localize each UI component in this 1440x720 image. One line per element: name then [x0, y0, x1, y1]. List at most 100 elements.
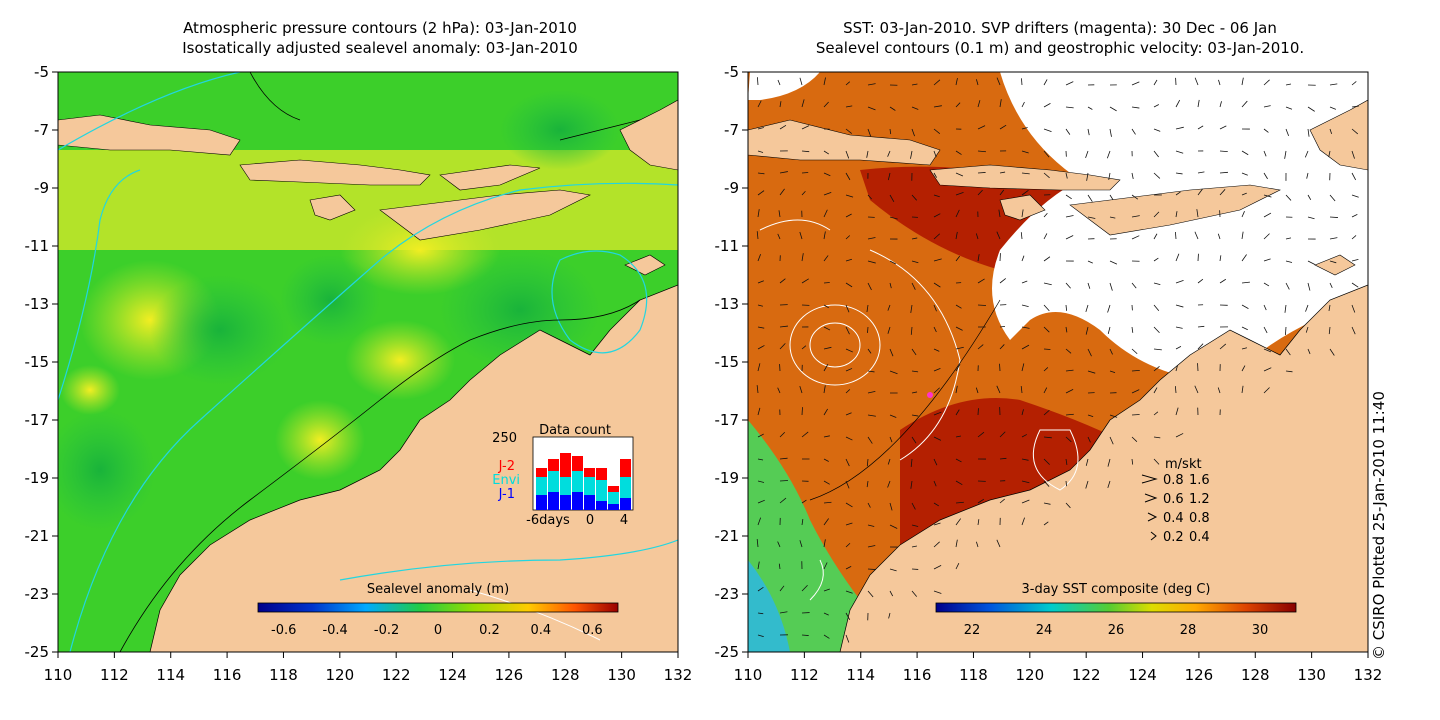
velocity-vector	[1065, 436, 1072, 443]
velocity-vector	[911, 237, 918, 240]
velocity-vector	[1285, 348, 1291, 356]
velocity-vector	[1175, 346, 1182, 350]
velocity-vector	[1153, 387, 1158, 394]
velocity-vector	[955, 191, 964, 196]
velocity-vector	[1086, 172, 1089, 181]
velocity-vector	[1351, 282, 1359, 288]
velocity-vector	[1328, 326, 1331, 335]
velocity-vector	[889, 524, 898, 529]
velocity-vector	[1021, 101, 1025, 108]
left-panel-title: Atmospheric pressure contours (2 hPa): 0…	[40, 18, 720, 58]
x-tick-label: 118	[269, 666, 298, 684]
velocity-vector	[1351, 172, 1357, 181]
new-guinea-coast	[1309, 99, 1368, 171]
velocity-vector	[1087, 414, 1094, 418]
velocity-vector	[845, 612, 851, 620]
velocity-vector	[845, 150, 850, 159]
left-title-line1: Atmospheric pressure contours (2 hPa): 0…	[183, 19, 577, 37]
y-tick-label: -19	[715, 469, 740, 487]
velocity-vector	[977, 150, 986, 153]
sla-high-anomaly	[275, 400, 365, 480]
sla-high-anomaly	[345, 320, 455, 400]
colorbar-tick-label: -0.6	[271, 623, 296, 638]
velocity-vector	[887, 480, 891, 488]
x-tick-label: 114	[846, 666, 875, 684]
velocity-vector	[1175, 211, 1178, 218]
velocity-vector	[1217, 233, 1221, 240]
velocity-vector	[823, 77, 826, 86]
velocity-vector	[1085, 150, 1089, 159]
velocity-vector	[1351, 150, 1355, 159]
sla-colorbar-label: Sealevel anomaly (m)	[367, 582, 509, 597]
velocity-vector	[999, 431, 1006, 438]
velocity-vector	[1043, 213, 1048, 218]
velocity-vector	[1175, 150, 1184, 154]
x-tick-label: 116	[903, 666, 932, 684]
velocity-vector	[887, 458, 891, 465]
velocity-vector	[1197, 125, 1204, 130]
count-bar-segment	[548, 459, 559, 471]
velocity-vector	[757, 304, 763, 307]
pressure-contour	[58, 169, 141, 401]
depth-contour	[559, 119, 641, 141]
velocity-vector	[933, 590, 942, 594]
velocity-vector	[1131, 106, 1140, 109]
velocity-vector	[933, 172, 937, 178]
velocity-vector	[955, 435, 962, 438]
legend-j2: J-2	[498, 459, 515, 474]
velocity-vector	[1263, 258, 1271, 262]
velocity-vector	[801, 253, 804, 262]
velocity-vector	[779, 124, 787, 130]
velocity-vector	[1328, 150, 1331, 158]
velocity-vector	[1043, 256, 1051, 262]
velocity-vector	[1329, 83, 1338, 86]
velocity-vector	[777, 387, 781, 394]
velocity-kt: 1.2	[1189, 492, 1210, 507]
nusa-tenggara-islands	[929, 164, 1121, 191]
velocity-vector	[1021, 172, 1030, 175]
y-tick-label: -23	[25, 585, 50, 603]
velocity-vector	[845, 542, 851, 548]
velocity-vector	[1109, 216, 1116, 219]
x-tick-label: 126	[495, 666, 524, 684]
velocity-vector	[845, 105, 853, 108]
velocity-vector	[823, 480, 830, 485]
velocity-vector	[1175, 191, 1181, 196]
sealevel-contour	[1032, 429, 1079, 491]
velocity-vector	[955, 326, 963, 331]
velocity-vector	[1109, 128, 1112, 137]
velocity-vector	[1175, 326, 1183, 329]
velocity-arrow-icon	[1144, 493, 1158, 503]
y-tick-label: -19	[25, 469, 50, 487]
velocity-vector	[1175, 231, 1177, 240]
colorbar-tick-label: -0.4	[322, 623, 347, 638]
sst-coolest-water	[748, 560, 790, 652]
velocity-vector	[757, 172, 765, 175]
velocity-vector	[1285, 194, 1292, 201]
x-tick-label: 126	[1185, 666, 1214, 684]
velocity-vector	[977, 172, 986, 174]
velocity-vector	[889, 216, 898, 220]
velocity-vector	[1043, 387, 1048, 394]
velocity-vector	[889, 436, 893, 443]
velocity-vector	[845, 368, 853, 372]
velocity-vector	[889, 414, 897, 418]
velocity-vector	[845, 81, 851, 86]
velocity-vector	[1263, 282, 1270, 287]
y-tick-label: -9	[724, 179, 739, 197]
velocity-kt: 0.4	[1189, 530, 1210, 545]
velocity-vector	[1043, 436, 1052, 439]
velocity-vector	[977, 189, 983, 196]
sst-cool-water	[748, 420, 860, 652]
velocity-vector	[845, 258, 853, 262]
y-tick-label: -25	[25, 643, 50, 661]
x-tick-label: 130	[607, 666, 636, 684]
velocity-vector	[933, 522, 941, 526]
velocity-vector	[1065, 413, 1074, 416]
velocity-vector	[845, 412, 852, 416]
velocity-vector	[757, 480, 765, 483]
pressure-contour	[551, 250, 648, 354]
velocity-vector	[801, 278, 809, 284]
velocity-vector	[1021, 344, 1030, 350]
velocity-vector	[955, 539, 958, 548]
